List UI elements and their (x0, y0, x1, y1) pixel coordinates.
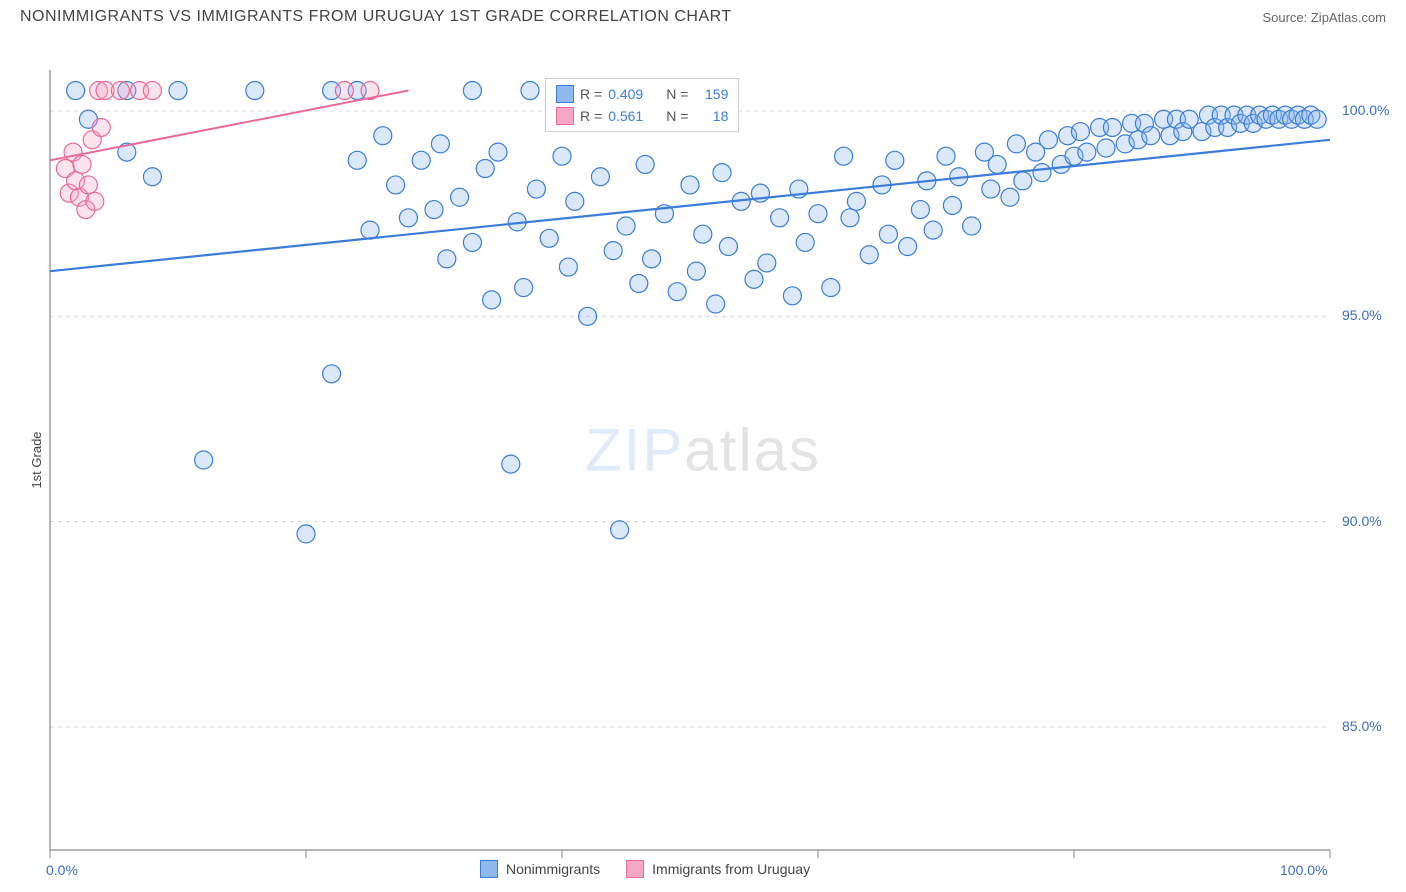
chart-source: Source: ZipAtlas.com (1262, 10, 1386, 25)
scatter-plot (0, 30, 1406, 860)
y-tick-label: 90.0% (1342, 513, 1382, 529)
x-tick-label: 100.0% (1280, 862, 1327, 878)
y-tick-label: 95.0% (1342, 307, 1382, 323)
legend-n-value: 159 (694, 83, 728, 105)
legend-n-value: 18 (694, 105, 728, 127)
legend-series-label: Nonimmigrants (506, 861, 600, 877)
legend-r-value: 0.561 (608, 105, 660, 127)
legend-row: R = 0.409 N = 159 (556, 83, 728, 105)
y-tick-label: 100.0% (1342, 102, 1389, 118)
chart-header: NONIMMIGRANTS VS IMMIGRANTS FROM URUGUAY… (0, 0, 1406, 30)
legend-row: R = 0.561 N = 18 (556, 105, 728, 127)
legend-swatch (480, 860, 498, 878)
correlation-legend: R = 0.409 N = 159 R = 0.561 N = 18 (545, 78, 739, 132)
y-tick-label: 85.0% (1342, 718, 1382, 734)
chart-title: NONIMMIGRANTS VS IMMIGRANTS FROM URUGUAY… (20, 8, 732, 26)
legend-swatch (626, 860, 644, 878)
legend-r-value: 0.409 (608, 83, 660, 105)
series-legend: Nonimmigrants Immigrants from Uruguay (480, 860, 828, 878)
chart-area: 1st Grade ZIPatlas R = 0.409 N = 159 R =… (0, 30, 1406, 890)
legend-series-label: Immigrants from Uruguay (652, 861, 810, 877)
legend-swatch (556, 85, 574, 103)
legend-r-label: R = (580, 105, 602, 127)
legend-r-label: R = (580, 83, 602, 105)
y-axis-label: 1st Grade (29, 431, 44, 488)
legend-n-label: N = (666, 83, 688, 105)
x-tick-label: 0.0% (46, 862, 78, 878)
legend-swatch (556, 107, 574, 125)
legend-n-label: N = (666, 105, 688, 127)
